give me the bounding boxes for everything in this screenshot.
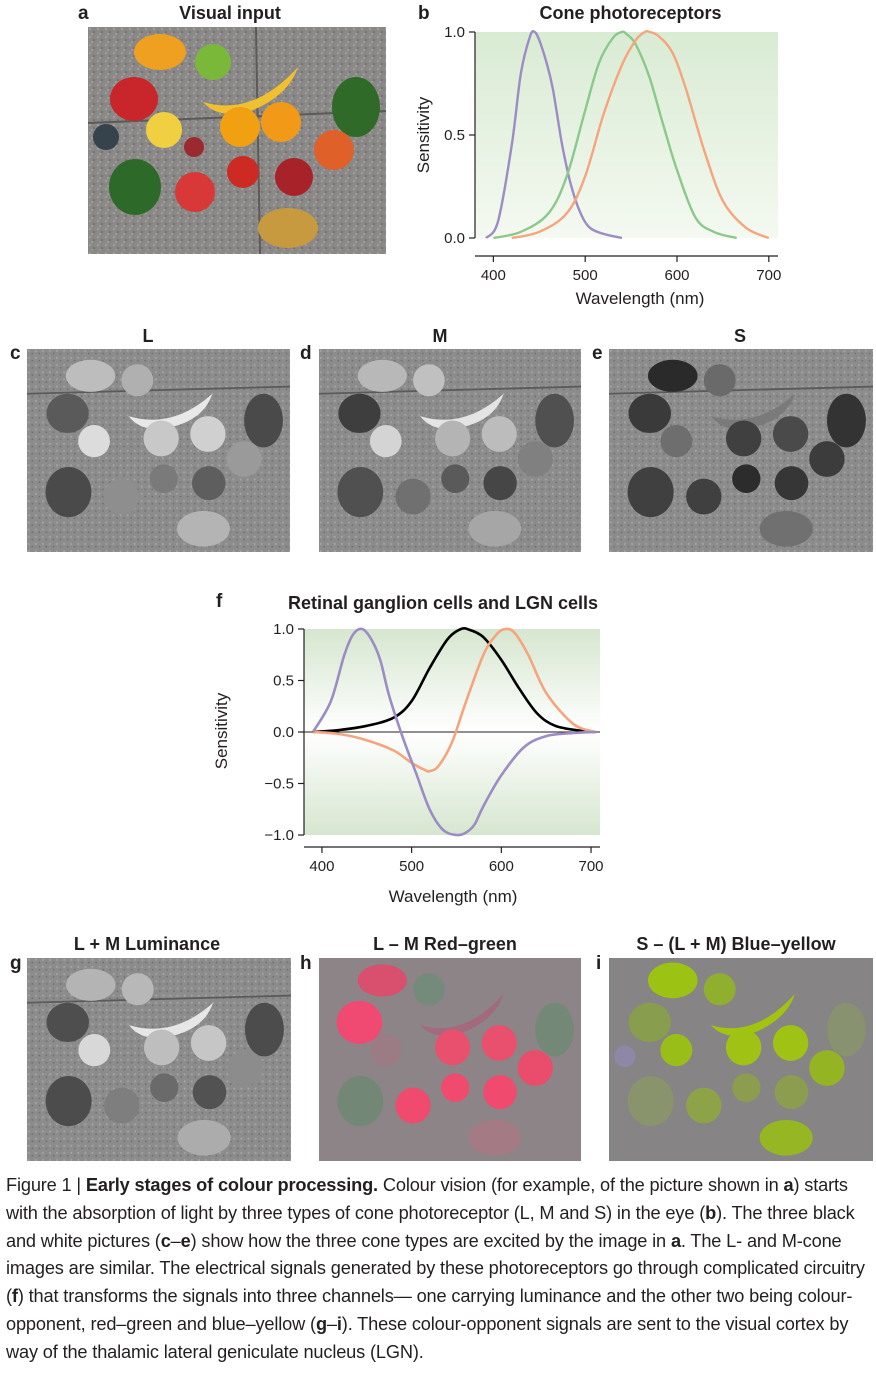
chart-b-series-L bbox=[511, 30, 770, 240]
luminance-image bbox=[27, 958, 291, 1161]
caption-panel-ref: f bbox=[11, 1286, 18, 1307]
caption-text: . The L- and M-cone images are similar. … bbox=[6, 1230, 865, 1307]
caption-text: ). These colour-opponent signals are sen… bbox=[6, 1313, 849, 1362]
panel-title-d: M bbox=[432, 326, 448, 346]
caption-panel-ref: e bbox=[180, 1230, 191, 1251]
caption-panel-ref: a bbox=[783, 1175, 794, 1195]
x-axis-label-f: Wavelength (nm) bbox=[389, 887, 518, 906]
panel-title-e: S bbox=[733, 326, 746, 346]
chart-f-x-tick-label: 700 bbox=[579, 858, 604, 875]
plot-area-b bbox=[475, 32, 778, 238]
chart-b-y-tick-label: 0.5 bbox=[444, 127, 465, 144]
chart-f-series-blue_yellow bbox=[311, 627, 596, 837]
caption-text: ) starts with the absorption of light by… bbox=[6, 1175, 848, 1223]
chart-f-x-tick-label: 400 bbox=[309, 858, 334, 875]
chart-opponent-channels: −1.0 −0.5 0.0 0.5 1.0 400 500 600 700 Sensitivit… bbox=[212, 621, 604, 906]
chart-f-series-luminance bbox=[312, 627, 596, 734]
chart-f-y-tick-label: −1.0 bbox=[264, 827, 294, 844]
caption-text: ). The three black and white pictures ( bbox=[6, 1202, 855, 1251]
red-green-image bbox=[319, 958, 581, 1161]
chart-b-y-tick-label: 1.0 bbox=[444, 24, 465, 41]
caption-panel-ref: c bbox=[160, 1230, 171, 1251]
caption-prefix: Figure 1 | bbox=[6, 1175, 86, 1195]
l-cone-image bbox=[27, 349, 290, 552]
y-axis-label-f: Sensitivity bbox=[212, 692, 231, 769]
chart-b-x-tick-label: 400 bbox=[481, 267, 506, 284]
caption-text: Colour vision (for example, of the pictu… bbox=[377, 1175, 784, 1195]
panel-letter-a: a bbox=[78, 3, 89, 24]
panel-title-f: Retinal ganglion cells and LGN cells bbox=[287, 593, 599, 613]
caption-text: – bbox=[170, 1230, 181, 1251]
caption-text: – bbox=[326, 1313, 337, 1334]
chart-f-x-tick-label: 500 bbox=[399, 858, 424, 875]
blue-yellow-image bbox=[609, 958, 873, 1161]
panel-title-i: S – (L + M) Blue–yellow bbox=[636, 934, 836, 954]
panel-title-a: Visual input bbox=[179, 3, 281, 23]
figure-caption: Figure 1 | Early stages of colour proces… bbox=[6, 1172, 868, 1367]
panel-letter-d: d bbox=[300, 343, 312, 364]
caption-body: Colour vision (for example, of the pictu… bbox=[6, 1175, 865, 1362]
caption-heading: Early stages of colour processing. bbox=[85, 1175, 378, 1195]
caption-panel-ref: a bbox=[670, 1230, 681, 1251]
chart-b-series-M bbox=[493, 30, 738, 240]
caption-text: ) show how the three cone types are exci… bbox=[190, 1230, 671, 1251]
caption-panel-ref: i bbox=[336, 1313, 342, 1334]
chart-b-y-tick-label: 0.0 bbox=[444, 230, 465, 247]
x-axis-label-b: Wavelength (nm) bbox=[576, 289, 705, 308]
panel-title-c: L bbox=[142, 326, 154, 346]
caption-text: ) that transforms the signals into three… bbox=[6, 1286, 853, 1334]
panel-letter-g: g bbox=[10, 953, 22, 974]
chart-f-y-tick-label: 0.0 bbox=[273, 724, 294, 741]
chart-f-y-tick-label: 0.5 bbox=[273, 673, 294, 690]
caption-panel-ref: b bbox=[705, 1202, 717, 1223]
panel-letter-h: h bbox=[300, 953, 312, 974]
y-axis-label-b: Sensitivity bbox=[414, 96, 433, 173]
s-cone-image bbox=[609, 349, 873, 552]
panel-letter-e: e bbox=[592, 343, 603, 364]
chart-b-x-tick-label: 500 bbox=[573, 267, 598, 284]
chart-cone-sensitivity: 0.0 0.5 1.0 400 500 600 700 Sensitivity Wavele… bbox=[414, 24, 781, 308]
panel-title-h: L – M Red–green bbox=[373, 934, 517, 954]
visual-input-photo bbox=[88, 27, 386, 254]
chart-b-x-tick-label: 600 bbox=[664, 267, 689, 284]
m-cone-image bbox=[319, 349, 581, 552]
chart-b-x-tick-label: 700 bbox=[756, 267, 781, 284]
panel-letter-i: i bbox=[596, 953, 602, 974]
panel-title-b: Cone photoreceptors bbox=[539, 3, 722, 23]
chart-f-y-tick-label: −0.5 bbox=[264, 776, 294, 793]
panel-letter-f: f bbox=[216, 591, 223, 612]
chart-f-y-tick-label: 1.0 bbox=[273, 621, 294, 638]
caption-panel-ref: g bbox=[315, 1313, 327, 1334]
panel-title-g: L + M Luminance bbox=[73, 934, 221, 954]
chart-f-series-red_green bbox=[312, 627, 596, 773]
chart-f-x-tick-label: 600 bbox=[489, 858, 514, 875]
panel-letter-c: c bbox=[10, 343, 21, 364]
chart-b-series-S bbox=[485, 30, 623, 240]
panel-letter-b: b bbox=[418, 3, 430, 24]
